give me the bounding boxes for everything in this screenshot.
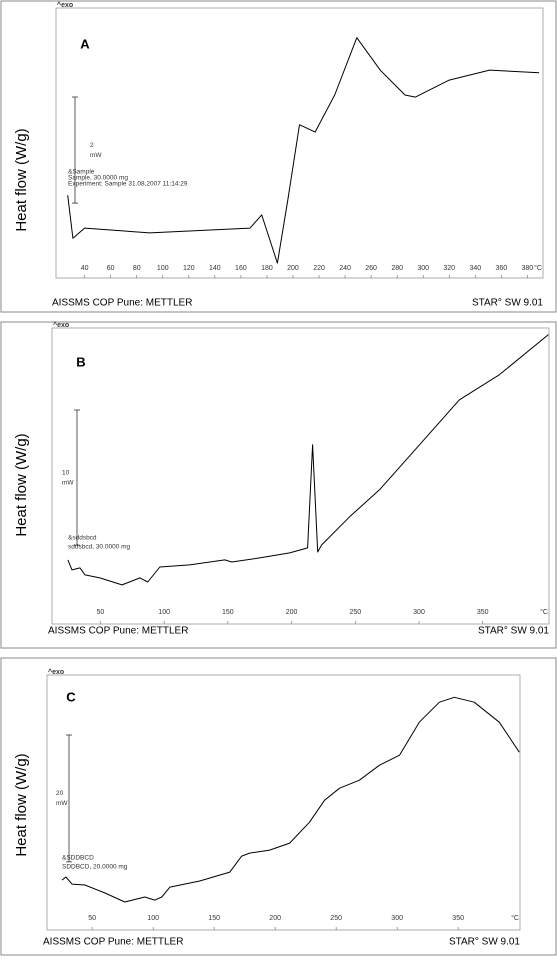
x-tick-label: 260 bbox=[365, 265, 377, 272]
annotation: &sddsbcd bbox=[68, 535, 97, 542]
curve bbox=[61, 696, 520, 903]
x-tick-label: 300 bbox=[391, 915, 403, 922]
x-tick-label: 360 bbox=[495, 265, 507, 272]
curve bbox=[67, 37, 540, 264]
x-unit: °C bbox=[511, 914, 519, 922]
scale-unit: mW bbox=[56, 800, 68, 807]
scale-unit: mW bbox=[90, 152, 102, 159]
x-tick-label: 220 bbox=[313, 265, 325, 272]
panel-label: B bbox=[76, 354, 85, 369]
x-tick-label: 180 bbox=[261, 265, 273, 272]
annotation: Experiment: Sample 31.08.2007 11:14:29 bbox=[68, 181, 188, 188]
x-tick-label: 150 bbox=[222, 609, 234, 616]
y-axis-label: Heat flow (W/g) bbox=[13, 433, 30, 536]
x-tick-label: 60 bbox=[107, 265, 115, 272]
x-unit: °C bbox=[540, 608, 548, 616]
x-tick-label: 80 bbox=[133, 265, 141, 272]
panel: ^exo Heat flow (W/g) B 50 100 150 200 250 300 350… bbox=[0, 321, 557, 649]
x-tick-label: 200 bbox=[286, 609, 298, 616]
x-tick-label: 100 bbox=[147, 915, 159, 922]
panel-label-box bbox=[66, 348, 96, 378]
panel-border bbox=[0, 657, 557, 956]
scale-unit: mW bbox=[62, 479, 74, 486]
x-tick-label: 50 bbox=[88, 915, 96, 922]
plot-frame bbox=[51, 327, 550, 625]
footer-right: STAR° SW 9.01 bbox=[472, 298, 543, 309]
annotation: SDDBCD, 20.0000 mg bbox=[62, 864, 128, 871]
footer-left: AISSMS COP Pune: METTLER bbox=[52, 298, 192, 309]
x-tick-label: 300 bbox=[417, 265, 429, 272]
x-tick-label: 250 bbox=[349, 609, 361, 616]
curve bbox=[67, 334, 549, 586]
x-tick-label: 280 bbox=[391, 265, 403, 272]
x-tick-label: 50 bbox=[97, 609, 105, 616]
panel-label: A bbox=[80, 36, 90, 51]
x-tick-label: 100 bbox=[158, 609, 170, 616]
footer-right: STAR° SW 9.01 bbox=[478, 626, 549, 637]
x-tick-label: 380 bbox=[522, 265, 534, 272]
annotation: Sample, 30.0000 mg bbox=[68, 175, 128, 182]
x-tick-label: 350 bbox=[477, 609, 489, 616]
footer-left: AISSMS COP Pune: METTLER bbox=[43, 937, 183, 948]
x-tick-label: 350 bbox=[452, 915, 464, 922]
footer-left: AISSMS COP Pune: METTLER bbox=[48, 626, 188, 637]
x-tick-label: 250 bbox=[330, 915, 342, 922]
panel: ^exo Heat flow (W/g) A 40 60 80 100 120 140 160 18… bbox=[0, 0, 557, 313]
x-tick-label: 100 bbox=[157, 265, 169, 272]
annotation: sddsbcd, 30.0000 mg bbox=[68, 544, 131, 551]
x-unit: °C bbox=[534, 264, 542, 272]
plot-frame bbox=[46, 674, 521, 931]
panel-label: C bbox=[66, 689, 76, 704]
x-tick-label: 120 bbox=[183, 265, 195, 272]
x-tick-label: 200 bbox=[269, 915, 281, 922]
x-tick-label: 200 bbox=[287, 265, 299, 272]
panel-label-box bbox=[56, 683, 86, 713]
exo-label: ^exo bbox=[48, 668, 64, 676]
x-tick-label: 300 bbox=[413, 609, 425, 616]
x-tick-label: 320 bbox=[443, 265, 455, 272]
footer-right: STAR° SW 9.01 bbox=[449, 937, 520, 948]
scale-value: 2 bbox=[90, 142, 94, 149]
scale-value: 20 bbox=[56, 790, 64, 797]
y-axis-label: Heat flow (W/g) bbox=[13, 128, 30, 231]
annotation: &Sample bbox=[68, 169, 95, 176]
scale-value: 10 bbox=[62, 469, 70, 476]
y-axis-label: Heat flow (W/g) bbox=[13, 753, 30, 856]
x-tick-label: 40 bbox=[81, 265, 89, 272]
panel: ^exo Heat flow (W/g) C 50 100 150 200 250 300 350… bbox=[0, 657, 557, 956]
x-tick-label: 140 bbox=[209, 265, 221, 272]
x-tick-label: 340 bbox=[469, 265, 481, 272]
panel-label-box bbox=[70, 30, 100, 60]
x-tick-label: 160 bbox=[235, 265, 247, 272]
annotation: &SDDBCD bbox=[62, 855, 94, 862]
exo-label: ^exo bbox=[57, 1, 73, 9]
x-tick-label: 150 bbox=[208, 915, 220, 922]
plot-frame bbox=[55, 7, 544, 279]
exo-label: ^exo bbox=[53, 321, 69, 329]
x-tick-label: 240 bbox=[339, 265, 351, 272]
